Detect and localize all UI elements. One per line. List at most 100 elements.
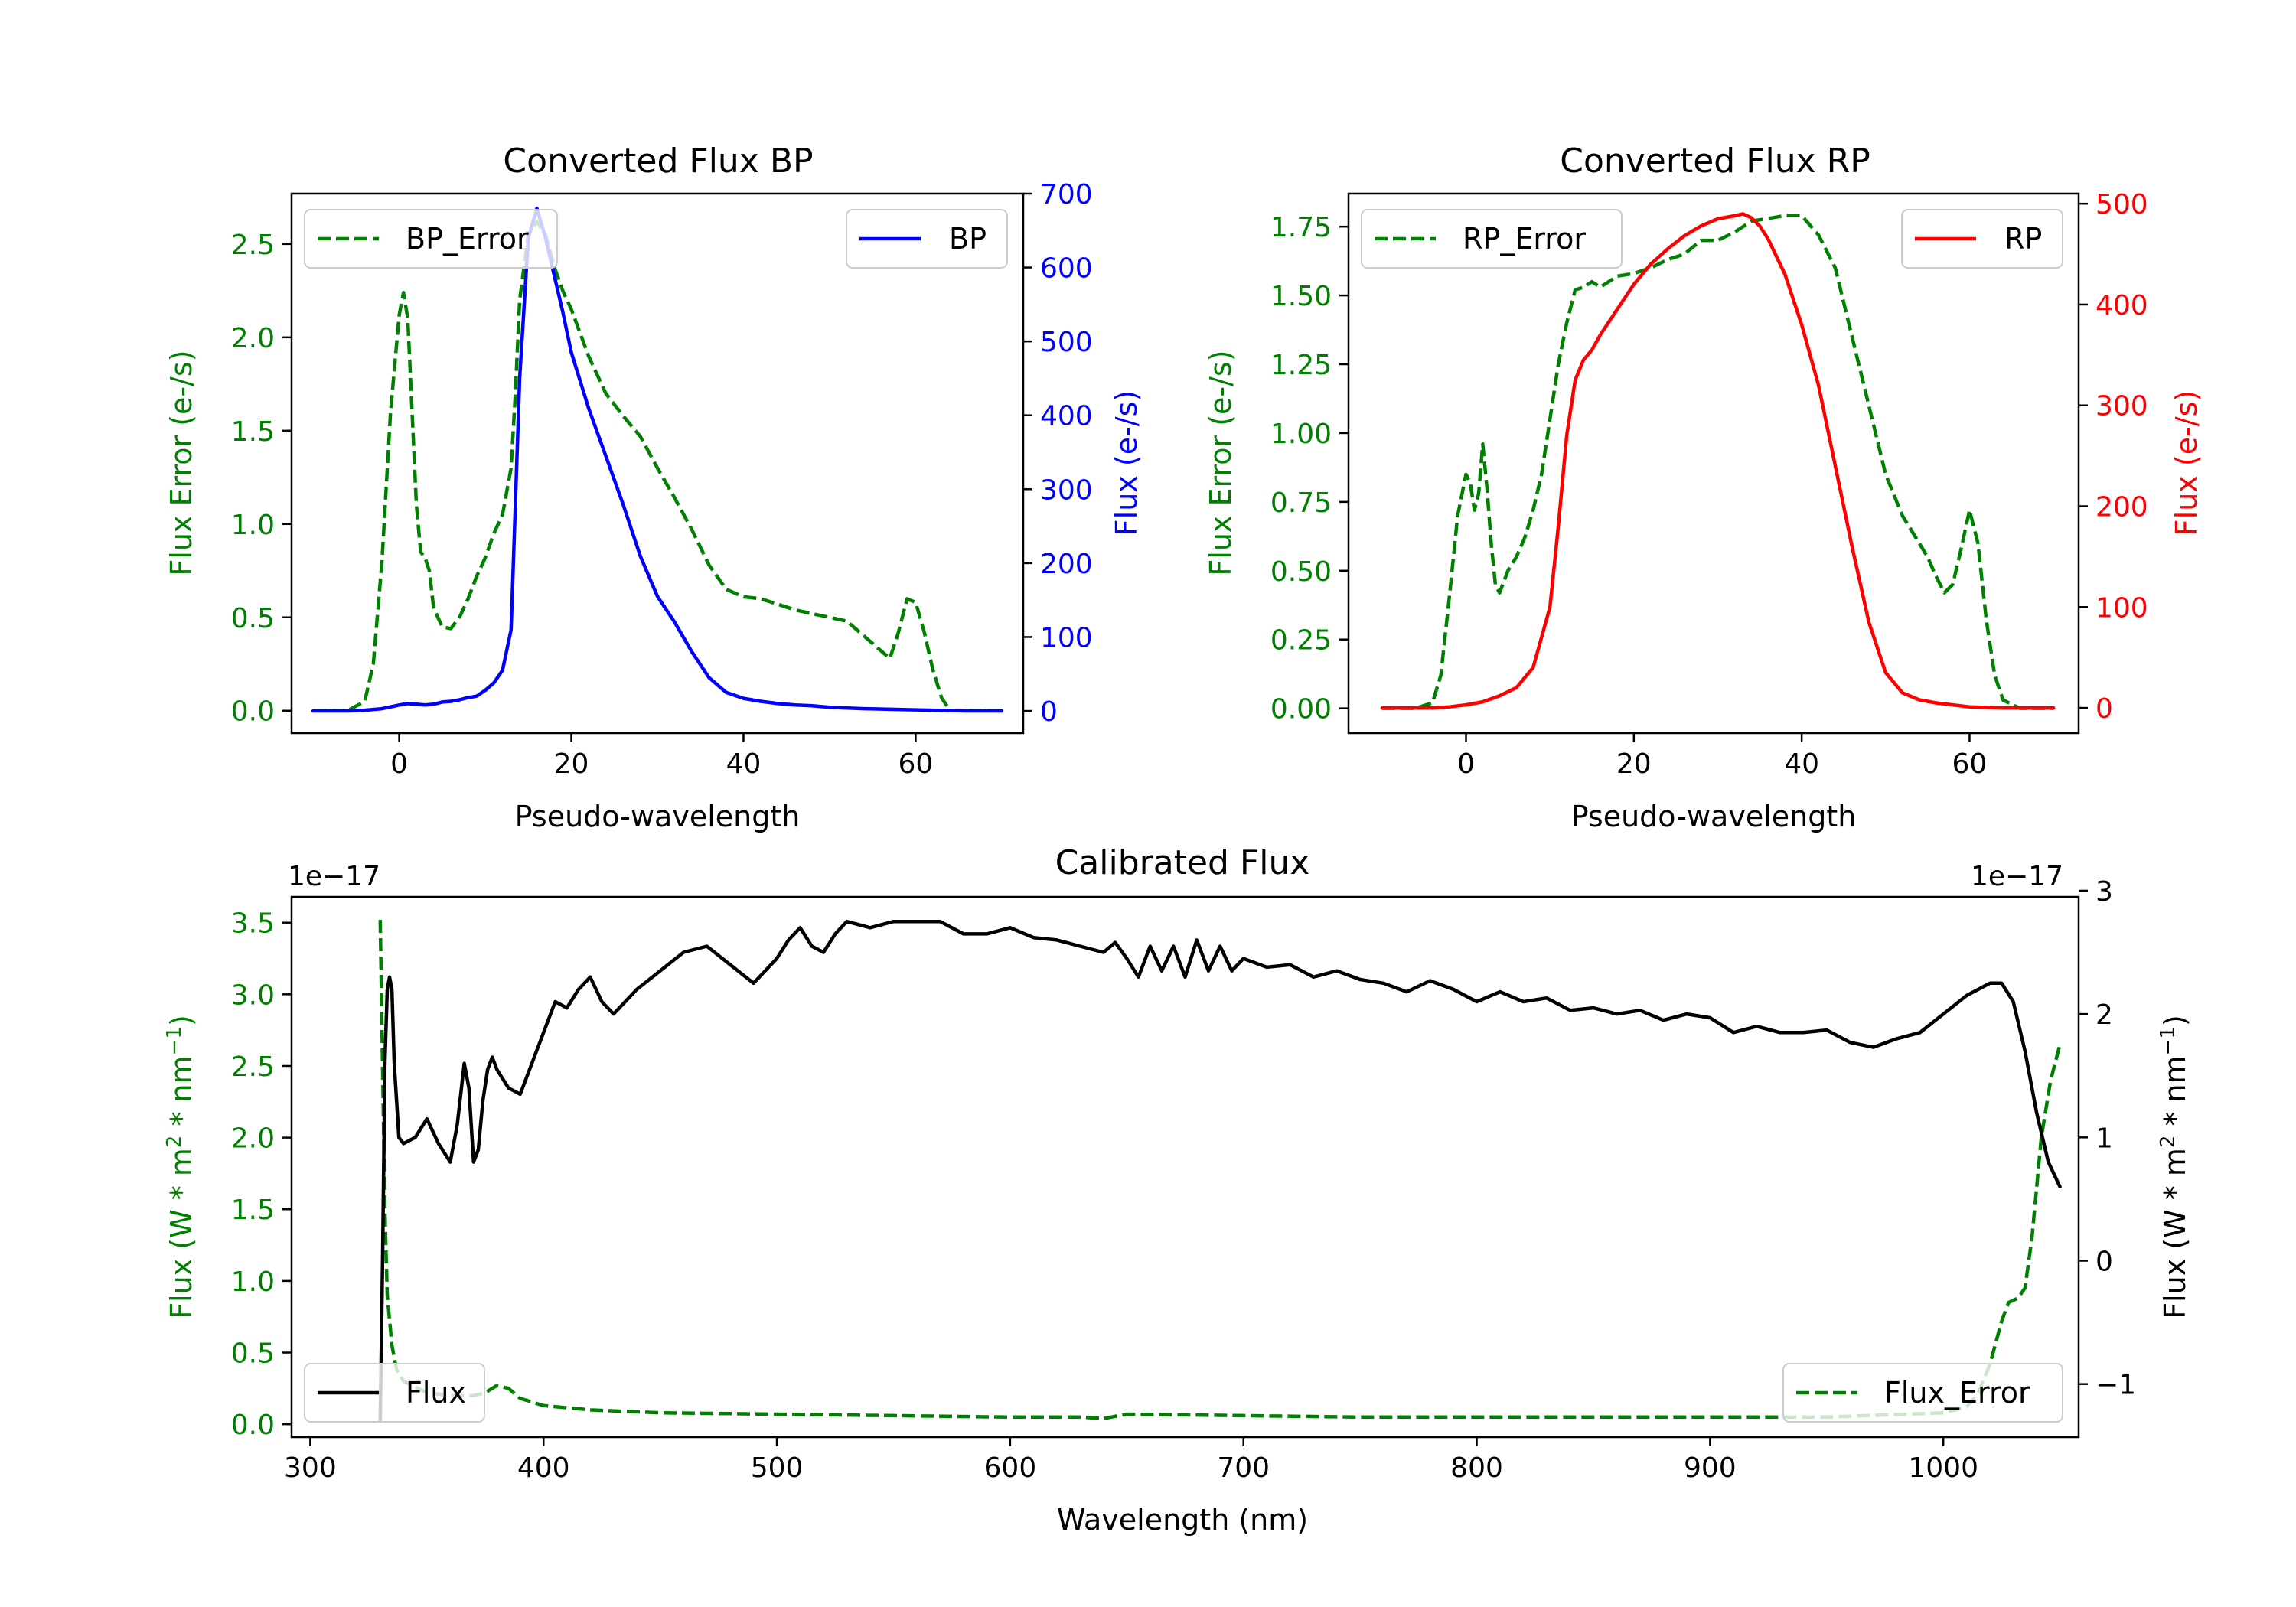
bp-panel: Converted Flux BP 0 20 40 60 0.0 0.5 1.0 1.5 2.0… <box>165 142 1143 833</box>
calibrated-legend-left: Flux <box>304 1363 485 1423</box>
rp-series-group <box>1380 212 2056 710</box>
calibrated-xtick-label: 400 <box>517 1452 570 1484</box>
bp-ytick-right-label: 700 <box>1040 179 1093 210</box>
bp-series-group <box>311 207 1004 713</box>
calibrated-ylabel-right: Flux (W * m2 * nm−1) <box>2157 1015 2192 1319</box>
calibrated-legend-right-box <box>1782 1363 2063 1423</box>
bp-title: Converted Flux BP <box>503 142 813 181</box>
calibrated-axes-frame <box>290 895 2080 1439</box>
bp-ytick-left-label: 2.5 <box>231 230 275 261</box>
calibrated-xtick-label: 500 <box>751 1452 804 1484</box>
bp-ylabel-left: Flux Error (e-/s) <box>165 350 198 575</box>
bp-axes-frame <box>290 192 1025 735</box>
calibrated-ytick-right-label: −1 <box>2095 1370 2136 1401</box>
bp-legend-right-box <box>846 209 1008 269</box>
rp-ytick-right-label: 200 <box>2095 492 2148 523</box>
bp-ytick-right-label: 100 <box>1040 622 1093 654</box>
rp-ylabel-left: Flux Error (e-/s) <box>1204 350 1238 575</box>
bp-xtick-label: 60 <box>899 748 934 780</box>
rp-legend-error-label: RP_Error <box>1463 222 1586 256</box>
calibrated-xtick-label: 600 <box>984 1452 1037 1484</box>
calibrated-legend-right: Flux_Error <box>1782 1363 2063 1423</box>
rp-xtick-label: 40 <box>1784 748 1819 780</box>
bp-ytick-left-label: 0.0 <box>231 696 275 728</box>
bp-xlabel: Pseudo-wavelength <box>515 800 801 833</box>
rp-ytick-left-label: 1.00 <box>1270 419 1332 450</box>
bp-series-bp-error <box>313 220 1002 712</box>
calibrated-ticks: 300 400 500 600 700 800 900 1000 0.0 0.5 1.0 1.5 2.0… <box>231 876 2136 1484</box>
calibrated-series-flux <box>378 919 2062 1423</box>
rp-xtick-label: 20 <box>1616 748 1652 780</box>
bp-ytick-left-label: 1.0 <box>231 510 275 541</box>
rp-ytick-right-label: 400 <box>2095 290 2148 321</box>
bp-ytick-right-label: 200 <box>1040 549 1093 580</box>
rp-axes-frame <box>1347 192 2080 735</box>
bp-ytick-right-label: 600 <box>1040 253 1093 285</box>
calibrated-ytick-left-label: 1.5 <box>231 1195 275 1226</box>
calibrated-ytick-left-label: 0.0 <box>231 1410 275 1441</box>
calibrated-xtick-label: 300 <box>284 1452 337 1484</box>
calibrated-xtick-label: 800 <box>1450 1452 1503 1484</box>
bp-xtick-label: 0 <box>390 748 408 780</box>
calibrated-series-flux-error <box>378 919 2062 1420</box>
bp-legend-left: BP_Error <box>304 209 558 269</box>
calibrated-ytick-left-label: 0.5 <box>231 1338 275 1370</box>
calibrated-xtick-label: 1000 <box>1908 1452 1978 1484</box>
calibrated-series-group <box>378 919 2062 1423</box>
calibrated-ytick-right-label: 3 <box>2095 876 2113 908</box>
rp-ytick-left-label: 0.25 <box>1270 625 1332 657</box>
rp-xlabel: Pseudo-wavelength <box>1571 800 1857 833</box>
rp-series-rp <box>1380 212 2056 710</box>
bp-ytick-right-label: 300 <box>1040 474 1093 506</box>
calibrated-panel: Calibrated Flux 1e−17 1e−17 300 400 500 600… <box>163 843 2192 1537</box>
bp-xtick-label: 20 <box>554 748 589 780</box>
calibrated-offset-left: 1e−17 <box>288 861 380 892</box>
rp-ytick-right-label: 300 <box>2095 391 2148 422</box>
rp-ytick-left-label: 0.75 <box>1270 487 1332 519</box>
rp-legend-left-box <box>1361 209 1623 269</box>
bp-ytick-left-label: 2.0 <box>231 323 275 354</box>
rp-ytick-left-label: 0.50 <box>1270 556 1332 588</box>
calibrated-ytick-left-label: 3.0 <box>231 980 275 1011</box>
rp-ytick-right-label: 500 <box>2095 189 2148 220</box>
bp-ytick-right-label: 500 <box>1040 327 1093 358</box>
calibrated-ytick-left-label: 1.0 <box>231 1266 275 1298</box>
calibrated-legend-flux-label: Flux <box>406 1376 466 1410</box>
calibrated-title: Calibrated Flux <box>1055 843 1310 882</box>
bp-legend-left-box <box>304 209 558 269</box>
calibrated-ytick-left-label: 2.5 <box>231 1051 275 1083</box>
calibrated-legend-error-label: Flux_Error <box>1884 1376 2030 1410</box>
bp-legend-right: BP <box>846 209 1008 269</box>
bp-ticks: 0 20 40 60 0.0 0.5 1.0 1.5 2.0 2.5 0 100 200 300 400 50… <box>231 179 1093 780</box>
rp-series-rp-error <box>1381 214 2054 710</box>
rp-ytick-right-label: 100 <box>2095 592 2148 624</box>
rp-legend-flux-label: RP <box>2004 222 2042 256</box>
rp-ytick-left-label: 0.00 <box>1270 694 1332 725</box>
bp-series-bp <box>311 207 1004 713</box>
bp-ytick-left-label: 0.5 <box>231 603 275 634</box>
calibrated-ytick-right-label: 1 <box>2095 1123 2113 1154</box>
bp-ytick-right-label: 400 <box>1040 401 1093 432</box>
rp-title: Converted Flux RP <box>1560 142 1870 181</box>
bp-legend-error-label: BP_Error <box>406 222 529 256</box>
bp-ytick-right-label: 0 <box>1040 696 1058 728</box>
rp-legend-right-box <box>1901 209 2063 269</box>
calibrated-ytick-left-label: 3.5 <box>231 908 275 940</box>
rp-ytick-right-label: 0 <box>2095 693 2113 725</box>
rp-ytick-left-label: 1.75 <box>1270 212 1332 243</box>
rp-ylabel-right: Flux (e-/s) <box>2170 390 2203 536</box>
calibrated-xtick-label: 700 <box>1217 1452 1270 1484</box>
calibrated-ylabel-left: Flux (W * m2 * nm−1) <box>163 1015 198 1319</box>
rp-xtick-label: 0 <box>1457 748 1475 780</box>
bp-ytick-left-label: 1.5 <box>231 416 275 448</box>
rp-ytick-left-label: 1.25 <box>1270 350 1332 381</box>
calibrated-ytick-right-label: 2 <box>2095 999 2113 1031</box>
bp-xtick-label: 40 <box>726 748 762 780</box>
rp-legend-left: RP_Error <box>1361 209 1623 269</box>
calibrated-xtick-label: 900 <box>1684 1452 1737 1484</box>
calibrated-offset-right: 1e−17 <box>1971 861 2063 892</box>
rp-ticks: 0 20 40 60 0.00 0.25 0.50 0.75 1.00 1.25 1.50 1.75 0… <box>1270 189 2148 780</box>
rp-ytick-left-label: 1.50 <box>1270 281 1332 312</box>
calibrated-xlabel: Wavelength (nm) <box>1057 1503 1308 1537</box>
